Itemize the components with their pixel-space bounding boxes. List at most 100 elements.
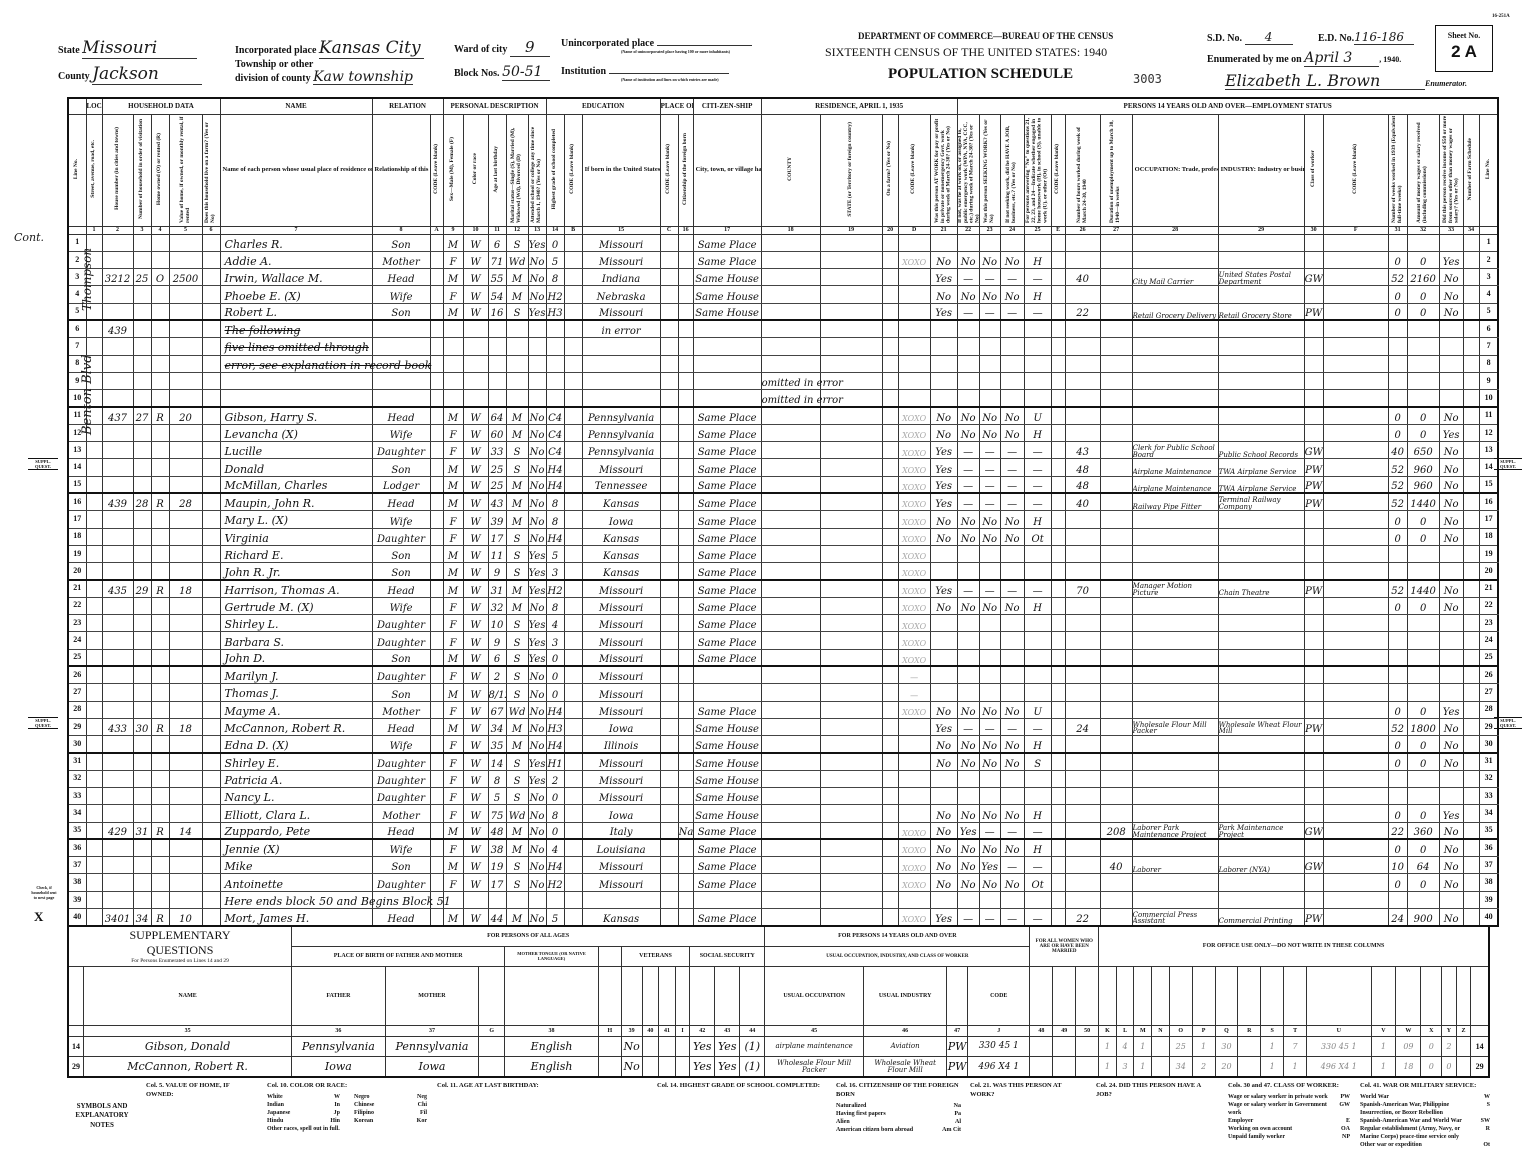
cell-occupation bbox=[1131, 510, 1219, 529]
cell-citizenship bbox=[677, 735, 694, 754]
cell-other-income bbox=[1438, 631, 1464, 650]
cell-class bbox=[1303, 683, 1324, 702]
cell-line: 10 bbox=[1478, 389, 1499, 408]
cell-birthplace: Illinois bbox=[581, 735, 661, 754]
column-header: Home owned (O) or rented (R) bbox=[150, 113, 170, 227]
cell-citizenship bbox=[677, 562, 694, 581]
cell-has-job: No bbox=[999, 527, 1025, 546]
cell-blank bbox=[1322, 475, 1389, 495]
supp-number: U bbox=[1306, 1024, 1372, 1037]
cell-blank bbox=[1050, 527, 1066, 546]
cell-blank bbox=[1050, 908, 1066, 927]
cell-school bbox=[527, 319, 547, 339]
cell-blank bbox=[1462, 648, 1480, 668]
cell-unemployed bbox=[1099, 302, 1133, 322]
cell-sex: F bbox=[442, 285, 464, 304]
cell-age: 9 bbox=[487, 631, 507, 650]
column-header: Amount of money wages or salary received… bbox=[1406, 113, 1440, 227]
cell-blank bbox=[1050, 631, 1066, 650]
cell-sex: F bbox=[442, 700, 464, 719]
cell-tenure: R bbox=[150, 579, 170, 598]
cell-res-city: Same Place bbox=[692, 631, 762, 650]
table-row: 7 five lines omitted through 7 bbox=[67, 337, 1499, 356]
cell-blank bbox=[1322, 389, 1389, 408]
cell-at-work bbox=[929, 648, 958, 668]
cell-tenure bbox=[150, 354, 170, 373]
cell-blank bbox=[429, 302, 444, 322]
cell-value bbox=[168, 510, 203, 529]
note-entry-label: Indian bbox=[267, 1101, 285, 1108]
note-col11-title: Col. 11. AGE AT LAST BIRTHDAY: bbox=[437, 1082, 539, 1089]
cell-res-state bbox=[819, 544, 883, 564]
cell-blank bbox=[659, 441, 679, 460]
cell-unemployed bbox=[1099, 441, 1133, 460]
cell-hours bbox=[1064, 406, 1101, 425]
cell-activity: H bbox=[1023, 285, 1052, 304]
cell-citizenship bbox=[677, 544, 694, 564]
cell-other-income: No bbox=[1438, 873, 1464, 892]
cell-class: GW bbox=[1303, 441, 1324, 460]
cell-grade: H4 bbox=[545, 735, 565, 754]
cell-seeking bbox=[978, 769, 1001, 789]
cell-tenure bbox=[150, 458, 170, 477]
cell-age: 9 bbox=[487, 562, 507, 581]
cell-blank bbox=[563, 648, 583, 668]
cell-public-work: No bbox=[956, 596, 980, 616]
cell-birthplace: Kansas bbox=[581, 562, 661, 581]
cell-race: W bbox=[462, 233, 489, 252]
cell-other-income bbox=[1438, 769, 1464, 789]
cell-name: Addie A. bbox=[219, 250, 373, 270]
cell-has-job bbox=[999, 233, 1025, 252]
table-row: 12 Levancha (X) Wife F W 60 M No C4 Pennsylvania S… bbox=[67, 423, 1499, 443]
cell-has-job: — bbox=[999, 458, 1025, 477]
cell-household bbox=[132, 700, 152, 719]
cell-seeking: — bbox=[978, 475, 1001, 495]
cell-seeking: No bbox=[978, 838, 1001, 858]
sd-field: S.D. No. 4 bbox=[1207, 30, 1293, 45]
cell-blank bbox=[429, 838, 444, 858]
cell-line: 11 bbox=[1478, 406, 1499, 425]
cell-line: 3 bbox=[1478, 268, 1499, 287]
table-row: 36 Jennie (X) Wife F W 38 M No 4 Louisiana Same Pl… bbox=[67, 838, 1499, 858]
cell-household bbox=[132, 752, 152, 771]
cell-public-work bbox=[956, 665, 980, 685]
column-number: 4 bbox=[150, 225, 170, 235]
cell-blank bbox=[1050, 319, 1066, 339]
cell-income: 0 bbox=[1406, 596, 1440, 616]
cell-household: 31 bbox=[132, 821, 152, 841]
cell-industry bbox=[1217, 319, 1305, 339]
cell-unemployed bbox=[1099, 354, 1133, 373]
cell-seeking bbox=[978, 337, 1001, 356]
cell-farm bbox=[201, 527, 221, 546]
cell-race: W bbox=[462, 614, 489, 633]
column-number: C bbox=[659, 225, 679, 235]
cell-blank bbox=[563, 233, 583, 252]
cell-relation: Wife bbox=[371, 838, 431, 858]
cell-household bbox=[132, 544, 152, 564]
cell-blank bbox=[429, 856, 444, 875]
cell-industry bbox=[1217, 804, 1305, 823]
cell-school: No bbox=[527, 596, 547, 616]
cell-weeks-worked: 52 bbox=[1387, 579, 1408, 598]
cell-blank bbox=[1050, 700, 1066, 719]
cell-res-county bbox=[760, 735, 821, 754]
cell-occupation bbox=[1131, 250, 1219, 270]
cell-line: 23 bbox=[1478, 614, 1499, 633]
cell-household: 29 bbox=[132, 579, 152, 598]
supp-cell-ss1: Yes bbox=[689, 1056, 716, 1078]
sheet-number-box: Sheet No. 2 A bbox=[1435, 25, 1493, 72]
column-header: Relationship of this person to the head … bbox=[371, 113, 431, 227]
cell-activity bbox=[1023, 786, 1052, 806]
cell-name: Irwin, Wallace M. bbox=[219, 268, 373, 287]
cell-res-county bbox=[760, 873, 821, 892]
cell-line: 9 bbox=[1478, 371, 1499, 391]
cell-res-county bbox=[760, 302, 821, 322]
cell-at-work bbox=[929, 665, 958, 685]
cell-relation: Daughter bbox=[371, 786, 431, 806]
cell-activity: — bbox=[1023, 441, 1052, 460]
cell-marital: M bbox=[505, 735, 529, 754]
office-code-cell: 330 45 1 bbox=[1306, 1035, 1372, 1058]
cell-has-job: — bbox=[999, 579, 1025, 598]
cell-marital bbox=[505, 371, 529, 391]
cell-blank bbox=[429, 717, 444, 737]
